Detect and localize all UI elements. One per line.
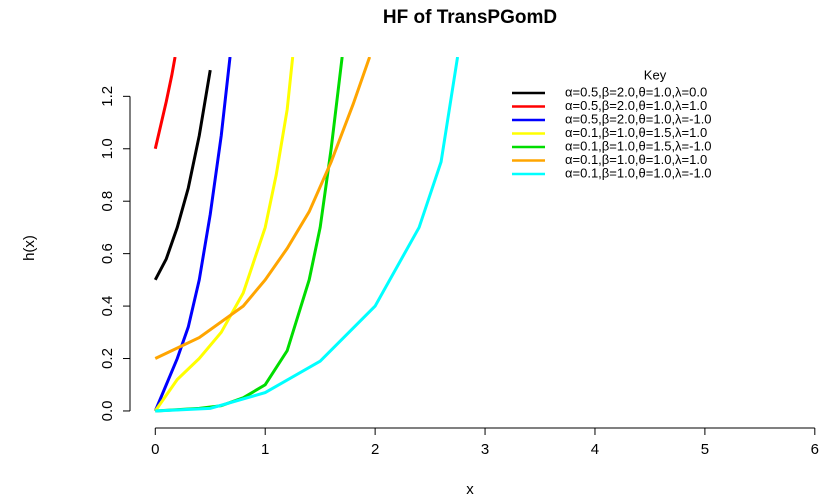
legend-label: α=0.5,β=2.0,θ=1.0,λ=0.0 (565, 84, 707, 99)
y-tick-label: 0.6 (99, 243, 116, 264)
y-tick-label: 0.2 (99, 348, 116, 369)
line (154, 57, 372, 360)
line (153, 69, 212, 281)
y-tick-label: 0.8 (99, 191, 116, 212)
x-tick-label: 3 (481, 441, 489, 458)
x-axis-label: x (466, 481, 474, 498)
x-tick-label: 5 (701, 441, 709, 458)
line (153, 57, 177, 150)
x-tick-label: 2 (371, 441, 379, 458)
line (153, 57, 232, 412)
legend-title: Key (644, 67, 667, 82)
line (155, 57, 460, 413)
x-tick-label: 4 (591, 441, 599, 458)
legend-label: α=0.5,β=2.0,θ=1.0,λ=1.0 (565, 98, 707, 113)
chart-title: HF of TransPGomD (383, 7, 557, 28)
legend-label: α=0.1,β=1.0,θ=1.0,λ=-1.0 (565, 165, 712, 180)
y-tick-label: 0.0 (99, 401, 116, 422)
x-tick-label: 1 (261, 441, 269, 458)
x-tick-label: 0 (151, 441, 159, 458)
legend-label: α=0.1,β=1.0,θ=1.5,λ=1.0 (565, 125, 707, 140)
legend-label: α=0.5,β=2.0,θ=1.0,λ=-1.0 (565, 111, 712, 126)
line (154, 57, 295, 412)
legend-label: α=0.1,β=1.0,θ=1.0,λ=1.0 (565, 152, 707, 167)
legend-label: α=0.1,β=1.0,θ=1.5,λ=-1.0 (565, 138, 712, 153)
y-tick-label: 1.0 (99, 138, 116, 159)
y-tick-label: 0.4 (99, 296, 116, 317)
y-tick-label: 1.2 (99, 86, 116, 107)
x-tick-label: 6 (811, 441, 819, 458)
y-axis-label: h(x) (21, 235, 38, 261)
line (155, 57, 344, 413)
